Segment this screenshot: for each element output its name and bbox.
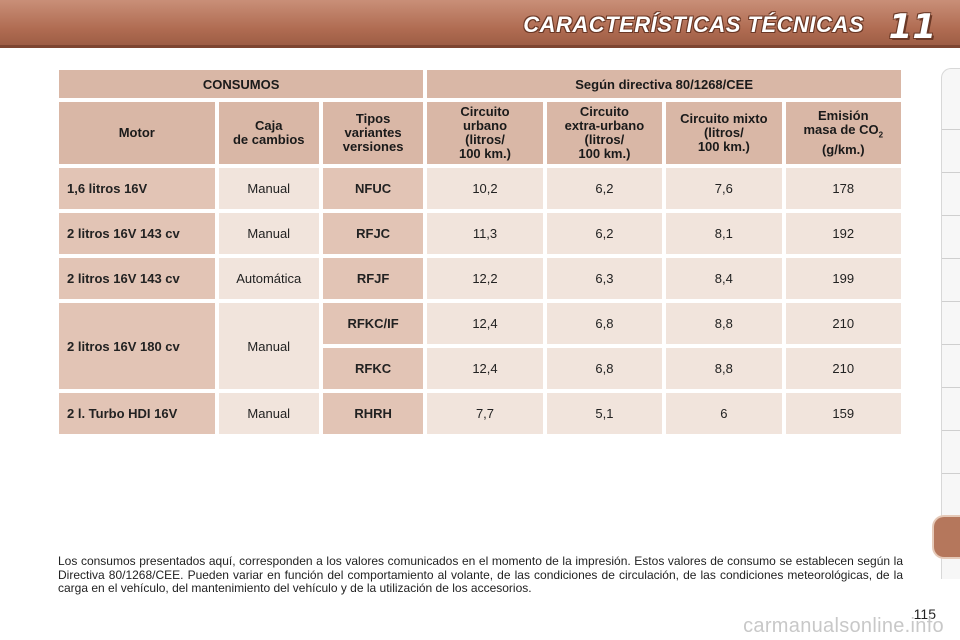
code-cell: RFJC	[322, 213, 424, 254]
co2-cell: 159	[785, 393, 901, 434]
mixto-cell: 8,1	[666, 213, 782, 254]
chapter-number-badge: 11	[888, 7, 936, 47]
col-header-mixto-line: (litros/	[703, 125, 744, 140]
col-header-emision-line: masa de CO	[803, 122, 879, 138]
sidebar-tick	[942, 344, 960, 345]
caja-cell: Manual	[218, 393, 319, 434]
chapter-tab-active[interactable]	[932, 515, 960, 559]
motor-cell: 2 litros 16V 180 cv	[59, 303, 215, 389]
col-header-urbano-line: 100 km.)	[458, 146, 512, 161]
watermark-text: carmanualsonline.info	[743, 615, 944, 637]
code-cell: RHRH	[322, 393, 424, 434]
co2-cell: 178	[785, 168, 901, 209]
col-header-extra-line: extra-urbano	[564, 118, 645, 133]
code-cell: RFKC	[322, 348, 424, 389]
page-title: CARACTERÍSTICAS TÉCNICAS	[523, 12, 864, 37]
caja-cell: Manual	[218, 303, 319, 389]
mixto-cell: 8,8	[666, 303, 782, 344]
extra-urbano-cell: 6,8	[546, 348, 663, 389]
col-header-urbano-line: (litros/	[465, 132, 505, 147]
urbano-cell: 7,7	[427, 393, 543, 434]
sidebar-tick	[942, 258, 960, 259]
mixto-cell: 8,8	[666, 348, 782, 389]
urbano-cell: 10,2	[427, 168, 543, 209]
extra-urbano-cell: 5,1	[546, 393, 663, 434]
consumption-table: CONSUMOS Según directiva 80/1268/CEE Mot…	[55, 66, 905, 438]
header-band	[0, 0, 960, 48]
co2-cell: 192	[785, 213, 901, 254]
group-header-directiva: Según directiva 80/1268/CEE	[427, 70, 901, 98]
group-header-consumos: CONSUMOS	[59, 70, 424, 98]
col-header-tipos: Tipos variantes versiones	[322, 102, 424, 164]
col-header-tipos-line: versiones	[342, 139, 404, 154]
col-header-tipos-line: variantes	[344, 125, 402, 140]
col-header-urbano-line: Circuito	[460, 104, 510, 119]
col-header-emision-line: (g/km.)	[821, 141, 865, 157]
co2-cell: 210	[785, 348, 901, 389]
table-row: 2 litros 16V 143 cv Automática RFJF 12,2…	[59, 258, 901, 299]
co2-cell: 210	[785, 303, 901, 344]
col-header-caja-line: de cambios	[232, 132, 305, 147]
sidebar-tick	[942, 301, 960, 302]
motor-cell: 2 l. Turbo HDI 16V	[59, 393, 215, 434]
col-header-urbano-line: urbano	[462, 118, 508, 133]
mixto-cell: 6	[666, 393, 782, 434]
col-header-extra-urbano: Circuito extra-urbano (litros/ 100 km.)	[546, 102, 663, 164]
col-header-emision: Emisión masa de CO2 (g/km.)	[785, 102, 901, 164]
mixto-cell: 7,6	[666, 168, 782, 209]
sidebar-tick	[942, 387, 960, 388]
extra-urbano-cell: 6,3	[546, 258, 663, 299]
col-header-caja-line: Caja	[255, 118, 283, 133]
page-number: 115	[913, 606, 936, 622]
col-header-emision-line: Emisión	[817, 108, 869, 124]
chapter-sidebar	[941, 68, 960, 579]
extra-urbano-cell: 6,2	[546, 213, 663, 254]
mixto-cell: 8,4	[666, 258, 782, 299]
code-cell: RFJF	[322, 258, 424, 299]
urbano-cell: 12,2	[427, 258, 543, 299]
col-header-extra-line: (litros/	[584, 132, 625, 147]
table-row: 2 litros 16V 180 cv Manual RFKC/IF 12,4 …	[59, 303, 901, 389]
extra-urbano-cell: 6,8	[546, 303, 663, 344]
sidebar-tick	[942, 430, 960, 431]
col-header-mixto-line: 100 km.)	[697, 139, 750, 154]
motor-cell: 2 litros 16V 143 cv	[59, 258, 215, 299]
table-row: RFKC 12,4 6,8 8,8 210	[59, 348, 901, 389]
extra-urbano-cell: 6,2	[546, 168, 663, 209]
sidebar-tick	[942, 473, 960, 474]
urbano-cell: 11,3	[427, 213, 543, 254]
table-row: 2 l. Turbo HDI 16V Manual RHRH 7,7 5,1 6…	[59, 393, 901, 434]
motor-cell: 1,6 litros 16V	[59, 168, 215, 209]
col-header-caja: Caja de cambios	[218, 102, 319, 164]
col-header-extra-line: 100 km.)	[578, 146, 631, 161]
table-row: 2 litros 16V 143 cv Manual RFJC 11,3 6,2…	[59, 213, 901, 254]
code-cell: RFKC/IF	[322, 303, 424, 344]
caja-cell: Manual	[218, 168, 319, 209]
footnote-paragraph: Los consumos presentados aquí, correspon…	[58, 554, 903, 595]
col-header-mixto: Circuito mixto (litros/ 100 km.)	[666, 102, 782, 164]
urbano-cell: 12,4	[427, 303, 543, 344]
urbano-cell: 12,4	[427, 348, 543, 389]
table-row: 1,6 litros 16V Manual NFUC 10,2 6,2 7,6 …	[59, 168, 901, 209]
col-header-motor: Motor	[59, 102, 215, 164]
col-header-tipos-line: Tipos	[355, 111, 391, 126]
col-header-mixto-line: Circuito mixto	[680, 111, 768, 126]
motor-cell: 2 litros 16V 143 cv	[59, 213, 215, 254]
caja-cell: Manual	[218, 213, 319, 254]
code-cell: NFUC	[322, 168, 424, 209]
sidebar-tick	[942, 129, 960, 130]
caja-cell: Automática	[218, 258, 319, 299]
sidebar-tick	[942, 215, 960, 216]
sidebar-tick	[942, 172, 960, 173]
co2-subscript: 2	[878, 130, 884, 140]
co2-cell: 199	[785, 258, 901, 299]
col-header-urbano: Circuito urbano (litros/ 100 km.)	[427, 102, 543, 164]
col-header-extra-line: Circuito	[579, 104, 629, 119]
